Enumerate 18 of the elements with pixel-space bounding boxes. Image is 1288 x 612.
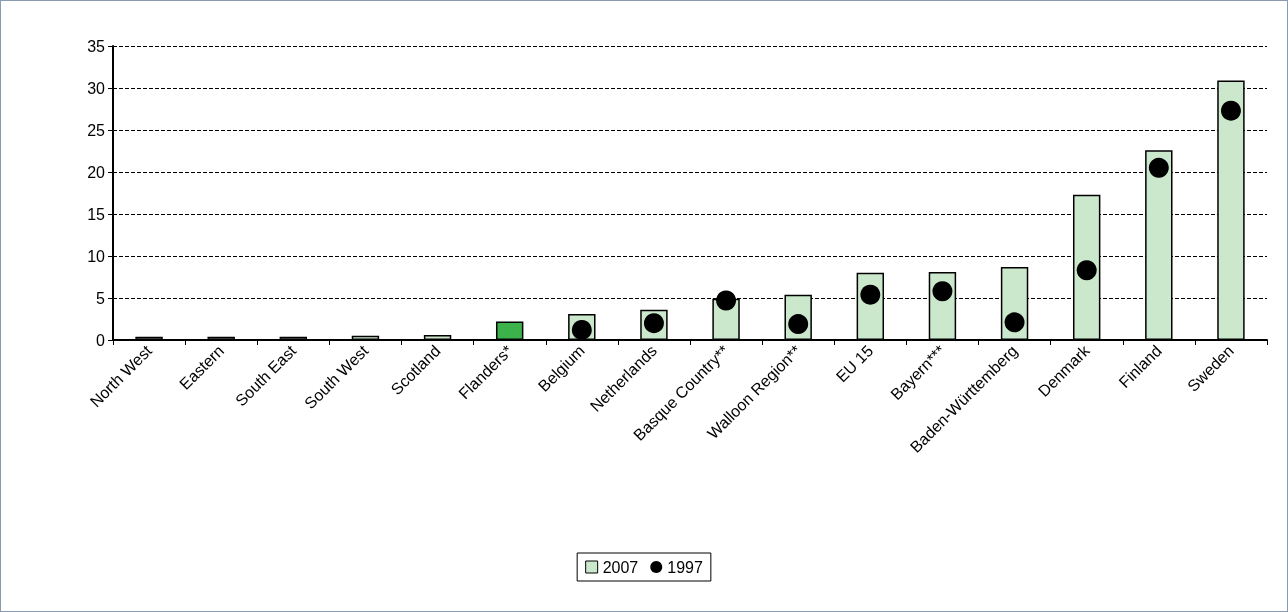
y-tick-label: 35 <box>87 37 106 55</box>
point <box>1004 312 1025 333</box>
y-tick-label: 20 <box>87 163 106 181</box>
x-tick-label: EU 15 <box>832 341 877 386</box>
point <box>716 290 737 311</box>
y-tick-label: 30 <box>87 79 106 97</box>
point <box>1220 100 1241 121</box>
point <box>1148 157 1169 178</box>
y-tick-label: 25 <box>87 121 106 139</box>
point <box>1076 260 1097 281</box>
legend-label: 2007 <box>602 558 639 576</box>
y-tick-label: 10 <box>87 247 106 265</box>
y-tick-label: 15 <box>87 205 106 223</box>
point <box>860 284 881 305</box>
y-tick-label: 5 <box>96 289 106 307</box>
point <box>932 281 953 302</box>
y-tick-label: 0 <box>96 331 106 349</box>
legend-label: 1997 <box>667 558 703 576</box>
